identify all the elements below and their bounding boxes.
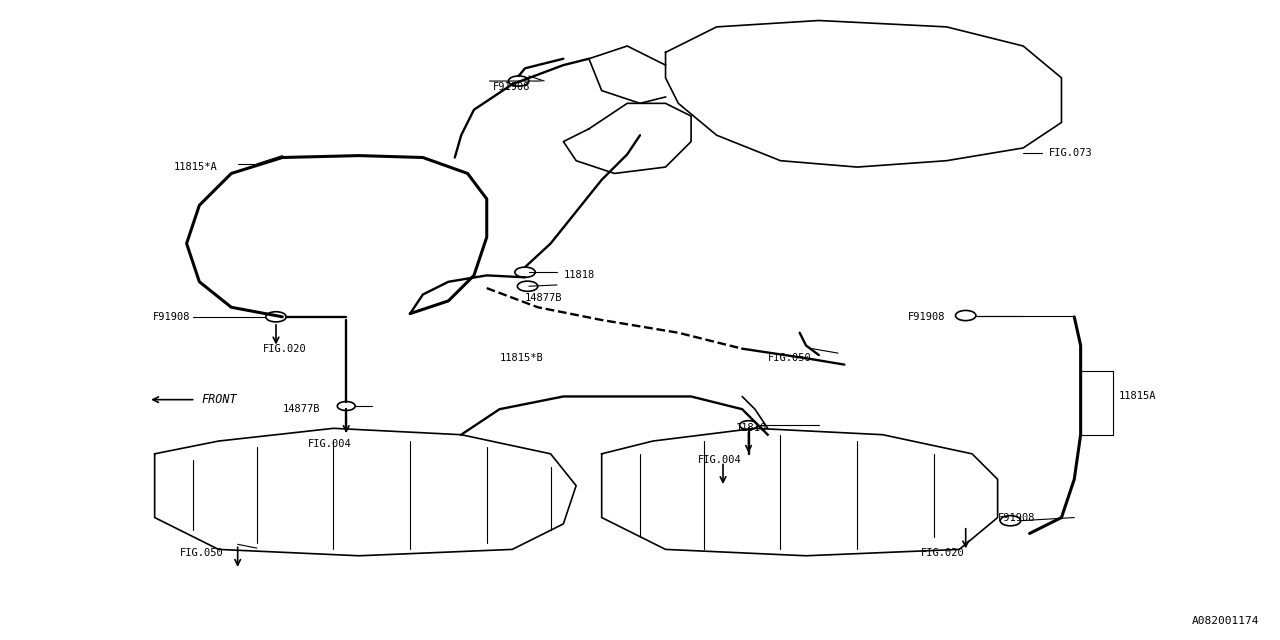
Text: F91908: F91908 — [493, 83, 531, 92]
Text: FIG.050: FIG.050 — [768, 353, 812, 364]
Text: 11818: 11818 — [563, 270, 595, 280]
Text: FIG.004: FIG.004 — [698, 455, 741, 465]
Text: FIG.020: FIG.020 — [264, 344, 307, 354]
Text: 11815A: 11815A — [1119, 392, 1156, 401]
Text: 11810: 11810 — [736, 423, 767, 433]
Text: 11815*B: 11815*B — [499, 353, 543, 364]
Polygon shape — [589, 46, 666, 103]
Text: FIG.073: FIG.073 — [1048, 148, 1092, 158]
Text: A082001174: A082001174 — [1192, 616, 1260, 626]
Text: F91908: F91908 — [909, 312, 946, 322]
Polygon shape — [155, 428, 576, 556]
Polygon shape — [602, 428, 997, 556]
Text: FIG.050: FIG.050 — [180, 548, 224, 557]
Text: 14877B: 14877B — [283, 404, 320, 414]
Text: 14877B: 14877B — [525, 292, 562, 303]
Text: F91908: F91908 — [152, 312, 191, 322]
Text: FRONT: FRONT — [202, 393, 238, 406]
Text: FIG.020: FIG.020 — [922, 548, 965, 557]
Text: FIG.004: FIG.004 — [308, 439, 352, 449]
Polygon shape — [666, 20, 1061, 167]
Text: F91908: F91908 — [997, 513, 1036, 522]
Text: 11815*A: 11815*A — [174, 162, 218, 172]
Polygon shape — [563, 103, 691, 173]
